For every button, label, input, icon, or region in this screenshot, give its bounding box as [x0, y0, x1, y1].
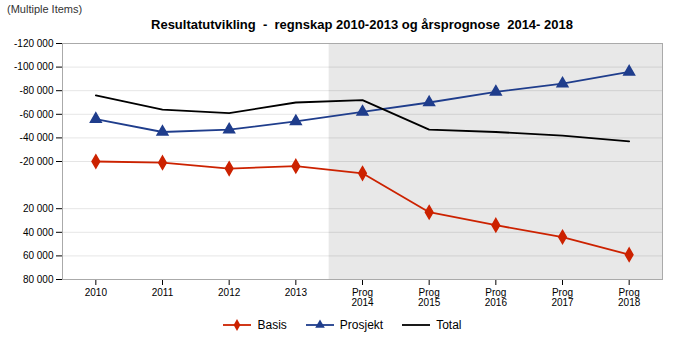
svg-text:2012: 2012	[218, 287, 241, 298]
html-text:Total: Total	[436, 318, 462, 332]
svg-text:60 000: 60 000	[23, 250, 54, 261]
svg-text:-40 000: -40 000	[20, 132, 54, 143]
html-text:Prosjekt: Prosjekt	[339, 318, 384, 332]
svg-text:-100 000: -100 000	[14, 61, 54, 72]
html-text:Resultatutvikling - regnskap 2: Resultatutvikling - regnskap 2010-2013 o…	[151, 17, 573, 32]
svg-text:-80 000: -80 000	[20, 85, 54, 96]
svg-text:-20 000: -20 000	[20, 156, 54, 167]
svg-text:2011: 2011	[152, 287, 174, 298]
svg-text:Prog2017: Prog2017	[551, 287, 574, 308]
html-text:Basis: Basis	[257, 318, 287, 332]
svg-text:-120 000: -120 000	[14, 38, 54, 49]
svg-text:Prog2018: Prog2018	[618, 287, 641, 308]
svg-text:2013: 2013	[285, 287, 308, 298]
svg-text:Prog2015: Prog2015	[418, 287, 441, 308]
svg-text:20 000: 20 000	[23, 203, 54, 214]
svg-text:2010: 2010	[85, 287, 108, 298]
svg-text:Prog2014: Prog2014	[351, 287, 374, 308]
svg-text:80 000: 80 000	[23, 274, 54, 285]
svg-text:-60 000: -60 000	[20, 109, 54, 120]
svg-text:40 000: 40 000	[23, 227, 54, 238]
svg-text:Prog2016: Prog2016	[485, 287, 508, 308]
html-text:(Multiple Items): (Multiple Items)	[7, 3, 83, 15]
